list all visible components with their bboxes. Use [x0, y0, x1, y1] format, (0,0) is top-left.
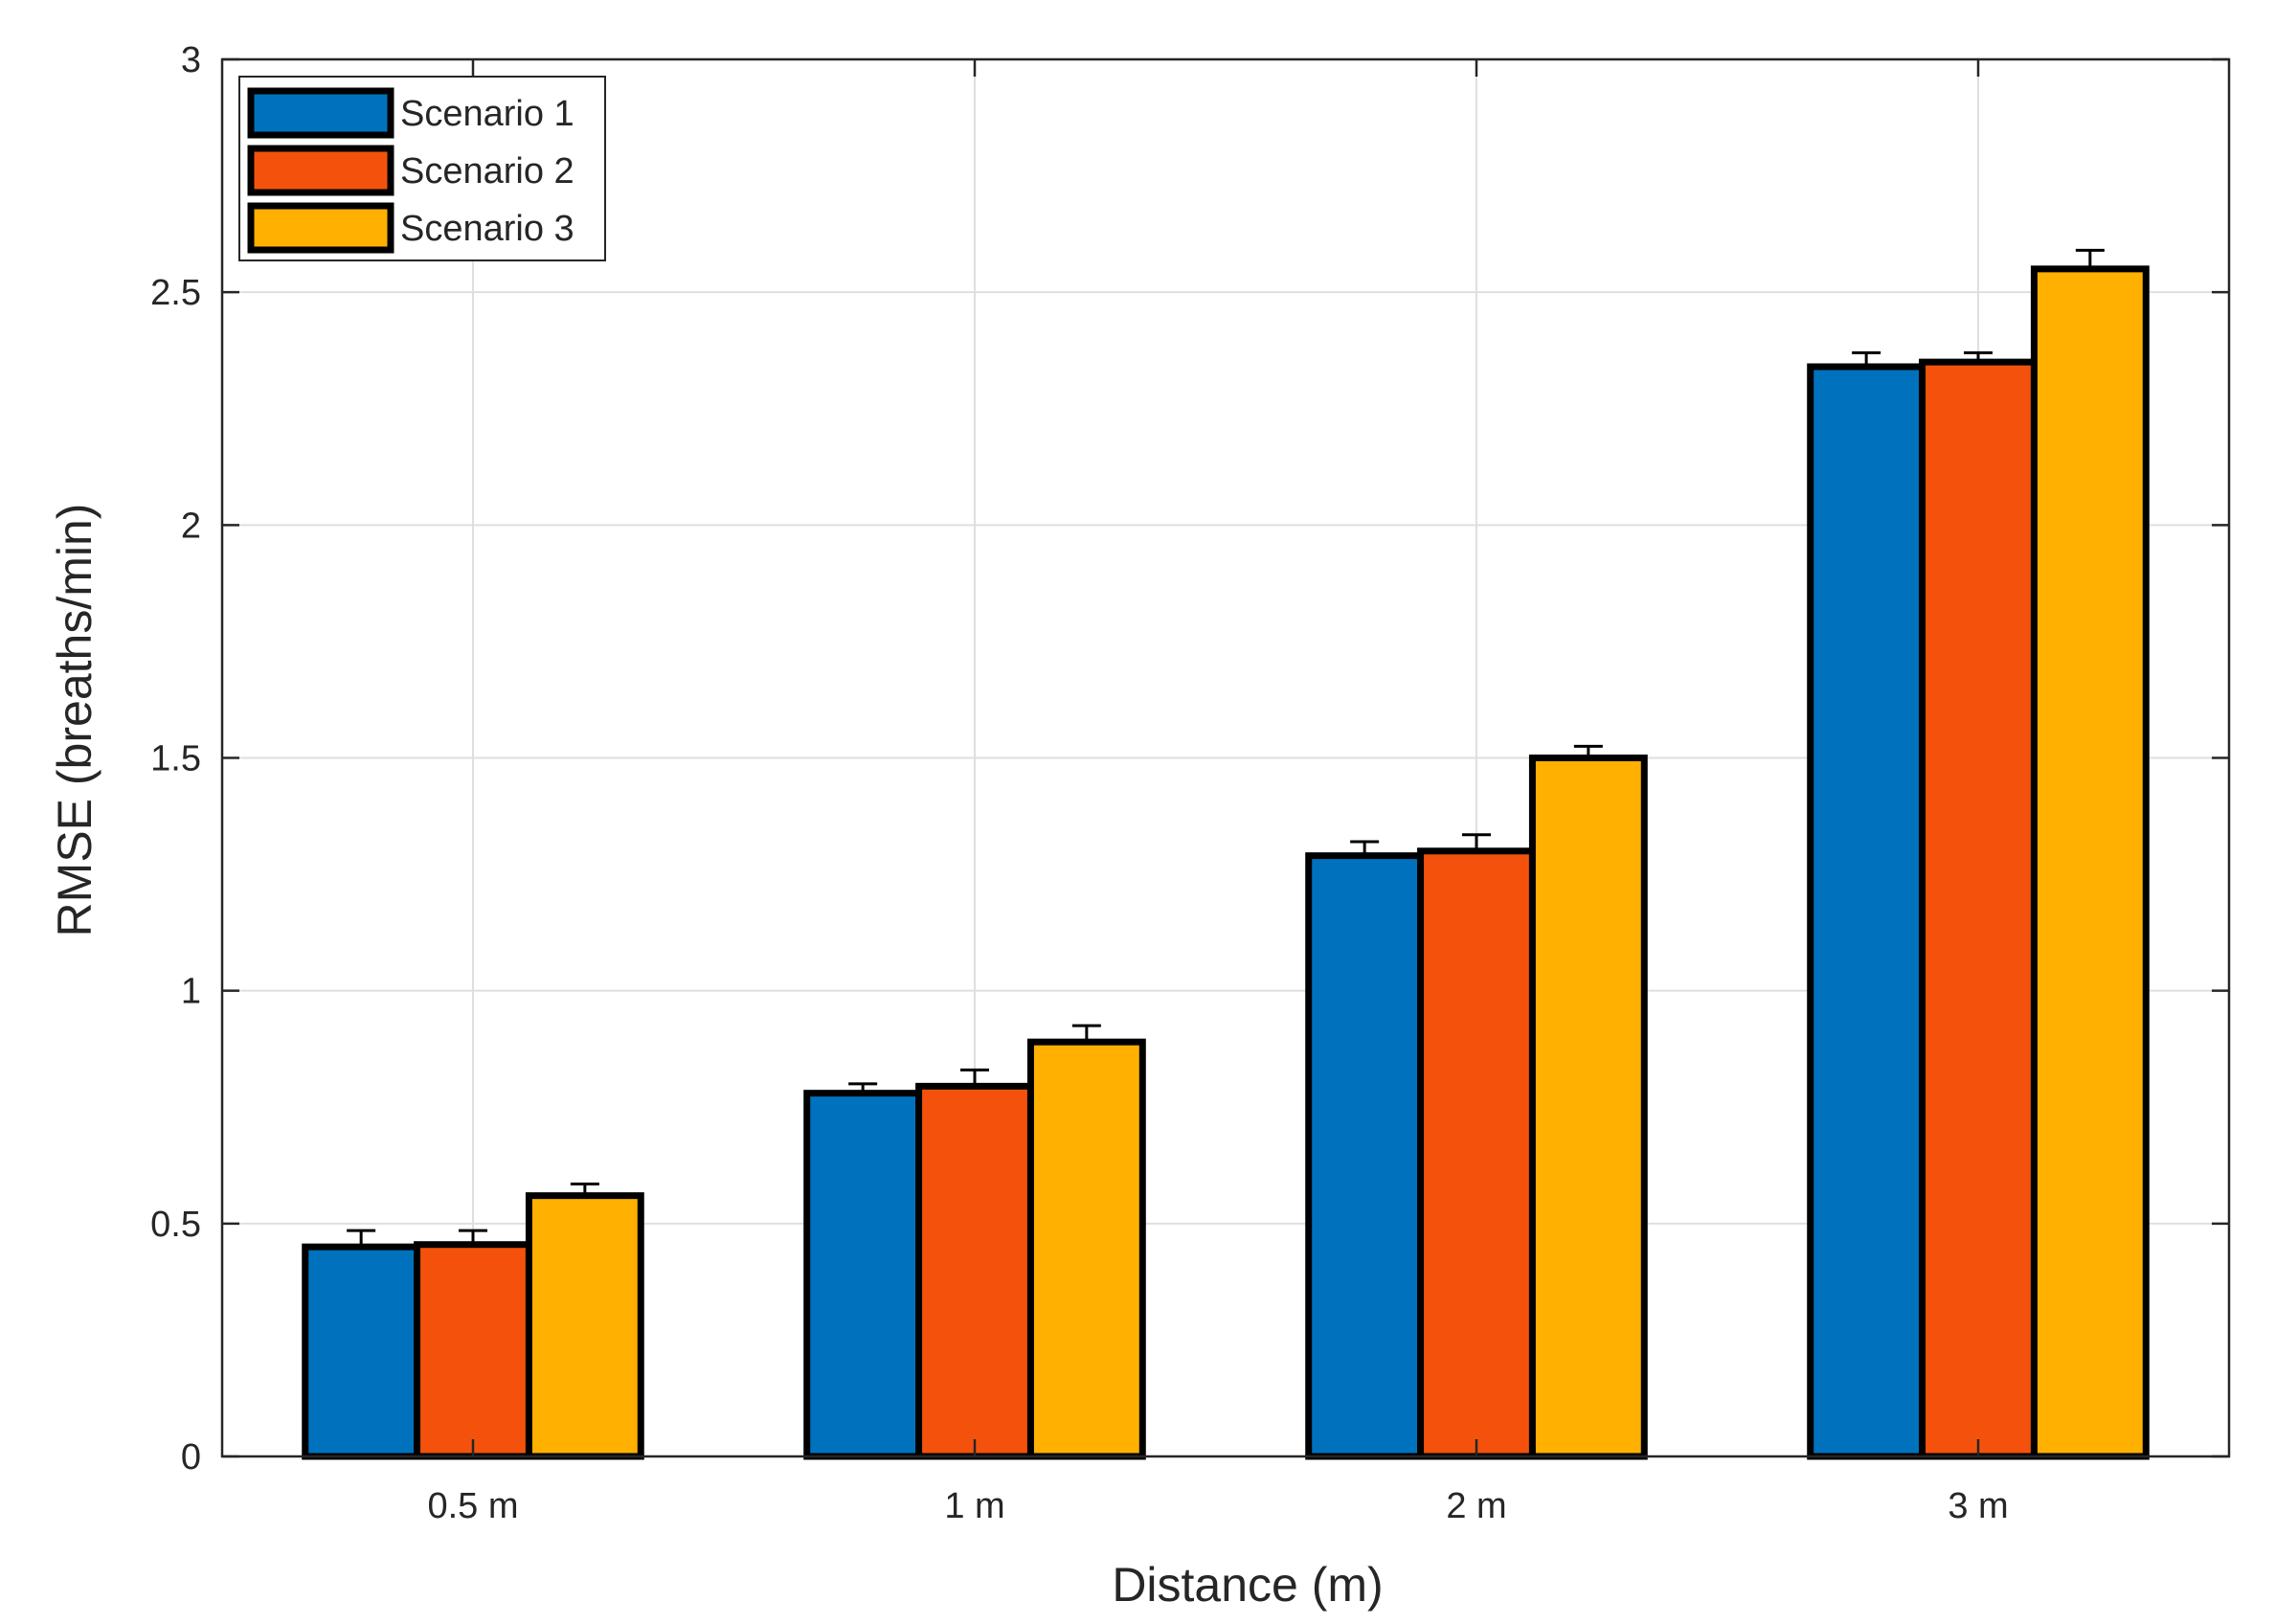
x-tick-label: 2 m [1446, 1486, 1506, 1526]
legend-label: Scenario 1 [400, 94, 574, 134]
bar [1305, 852, 1425, 1460]
legend-swatch [247, 87, 394, 139]
bar [1528, 755, 1648, 1460]
series-2 [414, 350, 2038, 1460]
bar [525, 1192, 644, 1460]
y-tick-label: 2 [181, 506, 201, 546]
series-3 [525, 248, 2150, 1460]
y-tick-label: 0 [181, 1437, 201, 1477]
bar [803, 1090, 923, 1460]
legend-label: Scenario 3 [400, 209, 574, 249]
x-axis-ticks: 0.5 m 1 m 2 m 3 m [427, 59, 2009, 1526]
y-axis-title: RMSE (breaths/min) [48, 504, 101, 937]
bar [2030, 265, 2150, 1460]
series-1 [302, 350, 1926, 1460]
y-axis-ticks: 0 0.5 1 1.5 2 2.5 3 [150, 40, 2229, 1477]
x-tick-label: 1 m [944, 1486, 1004, 1526]
bar [414, 1241, 532, 1460]
legend-swatch [247, 202, 394, 254]
y-tick-label: 2.5 [150, 273, 201, 313]
bar [302, 1243, 421, 1460]
y-tick-label: 1 [181, 972, 201, 1012]
x-axis-title: Distance (m) [1112, 1558, 1383, 1612]
bar [1807, 363, 1926, 1460]
bar [1026, 1038, 1146, 1460]
bar [915, 1082, 1034, 1460]
y-tick-label: 0.5 [150, 1205, 201, 1245]
legend-label: Scenario 2 [400, 151, 574, 192]
bar [1417, 847, 1536, 1460]
bar-groups [302, 248, 2150, 1460]
x-tick-label: 3 m [1948, 1486, 2008, 1526]
y-tick-label: 1.5 [150, 739, 201, 779]
legend-swatch [247, 145, 394, 196]
y-tick-label: 3 [181, 40, 201, 80]
x-tick-label: 0.5 m [427, 1486, 518, 1526]
bar [1919, 358, 2038, 1460]
legend: Scenario 1 Scenario 2 Scenario 3 [238, 76, 606, 261]
